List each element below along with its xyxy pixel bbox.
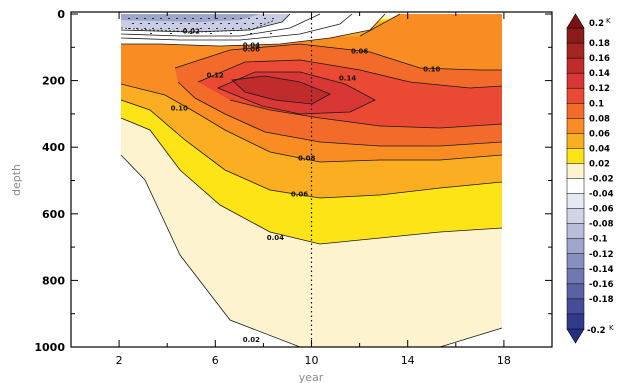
x-axis: 2 6 10 14 18 <box>70 12 553 367</box>
contour-line <box>229 99 503 129</box>
colorbar-label: 0.14 <box>589 69 610 79</box>
colorbar-swatch <box>566 313 585 330</box>
colorbar-swatch <box>566 42 585 59</box>
contour-label: 0.04 <box>243 41 260 49</box>
colorbar-swatch <box>566 268 585 285</box>
y-axis-label: depth <box>10 164 23 196</box>
colorbar-swatch <box>566 72 585 89</box>
colorbar-swatch <box>566 118 585 134</box>
contour-label: 0.06 <box>351 47 368 55</box>
colorbar-label: -0.08 <box>589 220 614 230</box>
contour-label: 0.08 <box>298 155 315 163</box>
contour-line <box>120 13 321 37</box>
contour-lines <box>120 13 503 347</box>
contour-line <box>177 81 503 147</box>
colorbar-bottom-label: -0.2 <box>587 326 606 336</box>
colorbar-swatch <box>566 57 585 74</box>
contour-line <box>174 43 502 71</box>
y-tick-label: 600 <box>42 208 65 221</box>
colorbar-label: -0.18 <box>589 295 614 305</box>
colorbar-label: 0.12 <box>589 84 610 94</box>
contour-line <box>439 327 503 347</box>
filled-contours: 0.020.040.06 0.060.100.12 0.140.100.080.06… <box>120 13 503 347</box>
colorbar-swatch <box>566 148 585 164</box>
colorbar-label: -0.12 <box>589 250 614 260</box>
contour-label: 0.02 <box>183 27 200 35</box>
contour-label: 0.04 <box>267 234 284 242</box>
y-axis: 0 200 400 600 800 1000 <box>34 8 552 354</box>
y-tick-label: 400 <box>42 141 65 154</box>
contour-label: 0.10 <box>423 65 440 73</box>
colorbar-top-label: 0.2 <box>589 19 604 29</box>
y-tick-label: 1000 <box>34 341 65 354</box>
contour-label: 0.12 <box>207 71 224 79</box>
colorbar-bottom-arrow <box>566 328 585 344</box>
contour-label: 0.10 <box>171 105 188 113</box>
colorbar-swatch <box>566 223 585 240</box>
colorbar-label: 0.08 <box>589 114 610 124</box>
colorbar-label: -0.02 <box>589 175 614 185</box>
colorbar-label: 0.16 <box>589 54 610 64</box>
band-negative-deep <box>121 14 260 22</box>
colorbar-label: 0.1 <box>589 99 604 109</box>
colorbar-label: -0.04 <box>589 190 614 200</box>
colorbar-unit-top: K <box>606 17 611 25</box>
colorbar-swatch <box>566 178 585 195</box>
colorbar: 0.2 K0.180.160.140.120.10.080.060.040.02-… <box>566 13 614 344</box>
contour-label: 0.06 <box>243 45 260 53</box>
stipple <box>128 18 274 34</box>
contour-line <box>231 75 331 105</box>
band-0.16 <box>232 76 330 104</box>
colorbar-swatch <box>566 133 585 149</box>
contour-line <box>197 59 503 89</box>
colorbar-swatch <box>566 27 585 44</box>
contour-labels: 0.020.040.06 0.060.100.12 0.140.100.080.06… <box>171 27 441 344</box>
contour-line <box>359 13 401 37</box>
colorbar-label: -0.06 <box>589 205 614 215</box>
contour-line <box>120 154 301 347</box>
colorbar-label: 0.06 <box>589 129 610 139</box>
y-tick-label: 200 <box>42 75 65 88</box>
contour-line <box>120 13 353 41</box>
colorbar-label: -0.16 <box>589 280 614 290</box>
contour-line <box>120 99 503 199</box>
colorbar-top-arrow <box>566 13 585 29</box>
colorbar-swatch <box>566 163 585 180</box>
colorbar-swatch <box>566 193 585 210</box>
colorbar-label: -0.14 <box>589 265 614 275</box>
y-tick-label: 0 <box>57 8 65 21</box>
colorbar-unit-bottom: K <box>609 324 614 332</box>
contour-line <box>120 117 503 245</box>
contour-line <box>121 13 386 47</box>
contour-line <box>216 71 376 115</box>
x-tick-label: 2 <box>116 354 123 367</box>
x-tick-label: 10 <box>305 354 319 367</box>
colorbar-label: -0.1 <box>589 235 608 245</box>
band-white <box>121 14 385 46</box>
x-axis-label: year <box>299 371 324 383</box>
colorbar-swatch <box>566 298 585 315</box>
contour-label: 0.06 <box>291 190 308 198</box>
x-tick-label: 18 <box>497 354 511 367</box>
x-tick-label: 14 <box>401 354 415 367</box>
x-tick-label: 6 <box>212 354 219 367</box>
contour-line <box>120 83 503 163</box>
colorbar-label: 0.02 <box>589 159 610 169</box>
y-tick-label: 800 <box>42 274 65 287</box>
colorbar-swatch <box>566 87 585 104</box>
colorbar-label: 0.18 <box>589 39 610 49</box>
colorbar-swatch <box>566 283 585 300</box>
contour-label: 0.02 <box>243 336 260 344</box>
colorbar-label: 0.04 <box>589 144 610 154</box>
colorbar-swatch <box>566 103 585 119</box>
contour-label: 0.14 <box>339 75 356 83</box>
colorbar-swatch <box>566 238 585 255</box>
colorbar-swatch <box>566 253 585 270</box>
colorbar-swatch <box>566 208 585 225</box>
